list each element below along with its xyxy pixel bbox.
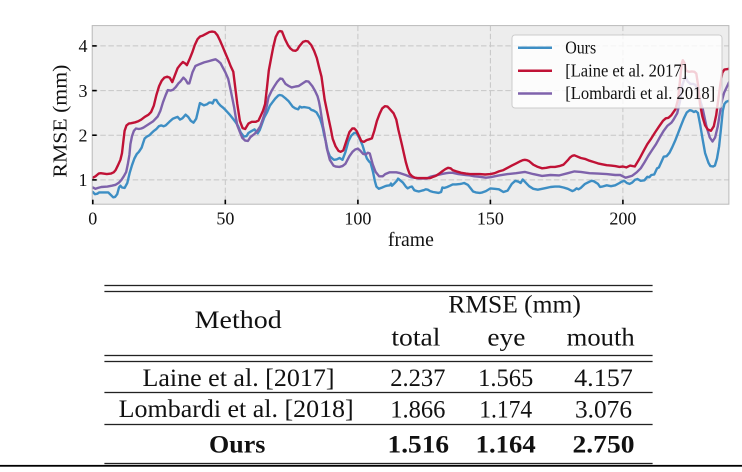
svg-text:Method: Method (195, 307, 283, 334)
svg-text:RMSE (mm): RMSE (mm) (448, 291, 581, 318)
svg-text:1.174: 1.174 (479, 397, 532, 424)
svg-text:frame: frame (388, 229, 434, 251)
svg-text:4: 4 (79, 36, 88, 56)
svg-text:3: 3 (79, 81, 88, 101)
svg-text:Ours: Ours (565, 38, 596, 58)
svg-text:200: 200 (609, 208, 636, 228)
svg-text:1.565: 1.565 (478, 365, 533, 392)
svg-text:150: 150 (477, 208, 504, 228)
svg-text:[Laine et al. 2017]: [Laine et al. 2017] (565, 60, 687, 80)
svg-text:Ours: Ours (209, 431, 266, 458)
svg-text:1.164: 1.164 (476, 432, 537, 459)
svg-text:eye: eye (487, 325, 525, 352)
svg-text:100: 100 (344, 208, 371, 228)
svg-text:3.076: 3.076 (575, 397, 632, 424)
svg-text:mouth: mouth (567, 325, 636, 352)
svg-text:1: 1 (79, 170, 88, 190)
svg-text:RMSE (mm): RMSE (mm) (50, 65, 72, 178)
svg-text:4.157: 4.157 (574, 365, 633, 392)
svg-text:1.516: 1.516 (388, 432, 450, 459)
svg-text:Laine et al. [2017]: Laine et al. [2017] (143, 365, 335, 392)
svg-text:total: total (391, 325, 440, 352)
svg-text:[Lombardi et al. 2018]: [Lombardi et al. 2018] (565, 83, 715, 103)
svg-text:0: 0 (88, 208, 97, 228)
svg-text:2.750: 2.750 (573, 432, 635, 459)
svg-text:50: 50 (216, 208, 234, 228)
svg-text:2.237: 2.237 (390, 365, 445, 392)
svg-text:1.866: 1.866 (390, 397, 445, 424)
svg-text:Lombardi et al. [2018]: Lombardi et al. [2018] (119, 396, 354, 423)
svg-text:2: 2 (79, 125, 88, 145)
